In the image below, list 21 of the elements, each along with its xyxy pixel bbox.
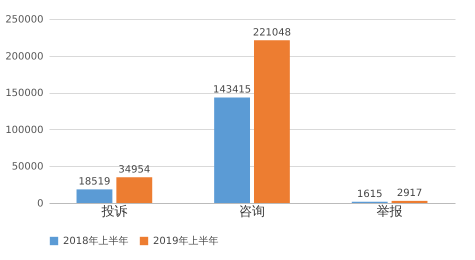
y-tick-label: 50000 xyxy=(12,162,44,173)
data-label: 221048 xyxy=(252,27,292,38)
bar xyxy=(116,177,152,203)
data-label: 34954 xyxy=(118,164,150,176)
data-label: 1615 xyxy=(356,188,382,200)
bar xyxy=(76,189,112,203)
data-label: 2917 xyxy=(396,188,422,199)
data-label: 143415 xyxy=(212,84,252,96)
bar xyxy=(214,97,250,203)
bar xyxy=(254,40,290,203)
y-tick-label: 250000 xyxy=(5,14,44,26)
y-tick-label: 100000 xyxy=(5,124,44,136)
y-tick-label: 150000 xyxy=(5,88,44,100)
x-tick-label: 咨询 xyxy=(239,204,265,220)
legend-label: 2018年上半年 xyxy=(63,235,128,247)
legend-label: 2019年上半年 xyxy=(153,235,218,247)
y-tick-label: 0 xyxy=(37,198,44,210)
x-tick-label: 举报 xyxy=(376,204,403,220)
x-tick-label: 投诉 xyxy=(100,204,128,220)
y-tick-label: 200000 xyxy=(5,51,44,62)
data-label: 18519 xyxy=(78,176,110,188)
